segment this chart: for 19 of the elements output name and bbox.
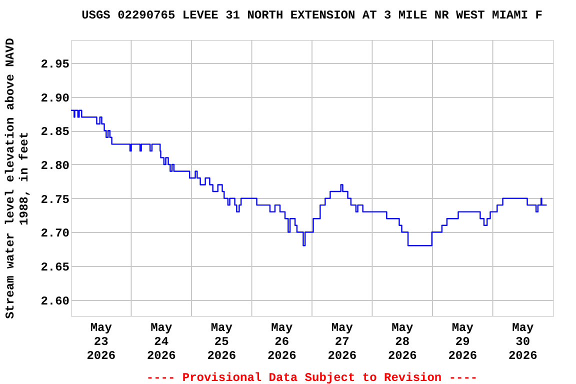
x-tick-label: May 23 2026 — [86, 321, 116, 363]
x-tick-label: May 27 2026 — [328, 321, 357, 363]
y-tick-label: 2.85 — [40, 125, 70, 140]
y-tick-label: 2.70 — [40, 226, 70, 241]
chart-title: USGS 02290765 LEVEE 31 NORTH EXTENSION AT 3 MILE NR WEST MIAMI F — [82, 8, 542, 23]
y-tick-label: 2.80 — [40, 158, 70, 173]
x-tick-label: May 24 2026 — [146, 321, 176, 363]
y-axis-title: Stream water level elevation above NAVD 1988, in feet — [4, 38, 32, 319]
y-tick-label: 2.90 — [40, 91, 70, 106]
y-tick-label: 2.65 — [40, 260, 70, 274]
y-tick-label: 2.75 — [40, 192, 70, 207]
x-tick-label: May 28 2026 — [388, 321, 417, 363]
y-tick-label: 2.60 — [40, 294, 70, 308]
y-tick-label: 2.95 — [40, 58, 70, 72]
x-tick-label: May 25 2026 — [207, 321, 236, 363]
x-tick-label: May 29 2026 — [448, 321, 478, 363]
x-tick-label: May 26 2026 — [267, 321, 296, 363]
text: ---- Provisional Data Subject to Revision ---- — [146, 371, 478, 384]
x-tick-label: May 30 2026 — [508, 321, 538, 363]
